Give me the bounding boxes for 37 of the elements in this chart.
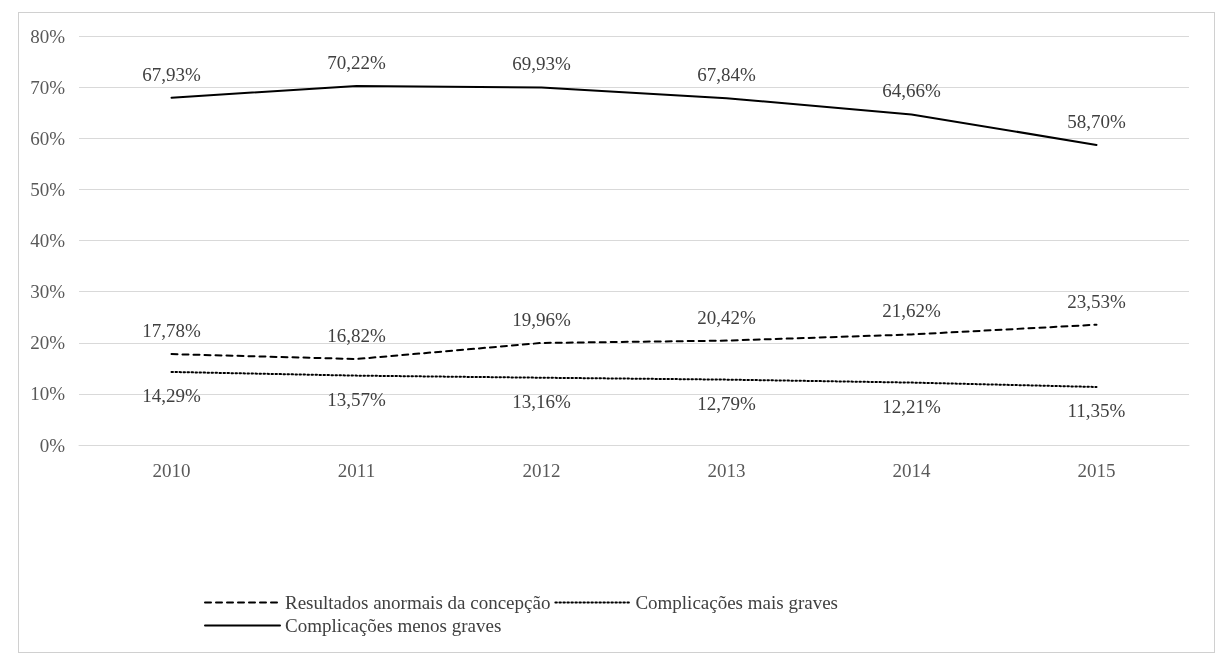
data-label: 12,21%	[882, 395, 941, 417]
data-label: 14,29%	[142, 384, 201, 406]
data-label: 70,22%	[327, 52, 386, 73]
y-tick-label: 50%	[30, 178, 66, 200]
x-tick-label: 2013	[707, 460, 746, 481]
x-tick-label: 2015	[1077, 460, 1116, 481]
data-label: 12,79%	[697, 392, 756, 414]
x-tick-label: 2010	[152, 460, 191, 481]
x-tick-label: 2011	[337, 460, 376, 481]
y-tick-label: 60%	[30, 127, 66, 149]
data-label: 16,82%	[327, 325, 386, 347]
y-tick-label: 30%	[30, 281, 66, 303]
y-tick-label: 70%	[30, 76, 66, 98]
data-label: 67,84%	[697, 64, 756, 86]
legend-label: Resultados anormais da concepção	[285, 592, 551, 613]
data-label: 23,53%	[1067, 290, 1126, 312]
legend-label: Complicações mais graves	[635, 592, 838, 613]
y-tick-label: 0%	[39, 434, 66, 456]
data-label: 19,96%	[512, 308, 571, 330]
x-tick-label: 2014	[892, 460, 931, 481]
data-label: 20,42%	[697, 306, 756, 328]
data-label: 13,57%	[327, 388, 386, 410]
data-label: 58,70%	[1067, 110, 1126, 132]
y-tick-label: 10%	[30, 383, 66, 405]
x-tick-label: 2012	[522, 460, 561, 481]
data-label: 11,35%	[1067, 399, 1126, 421]
data-label: 64,66%	[882, 80, 941, 102]
y-tick-label: 40%	[30, 230, 66, 251]
data-label: 17,78%	[142, 320, 201, 342]
line-series	[170, 370, 1098, 388]
data-label: 69,93%	[512, 53, 571, 75]
data-label: 67,93%	[142, 63, 201, 85]
y-tick-label: 20%	[30, 332, 66, 354]
y-tick-label: 80%	[30, 25, 66, 47]
data-label: 21,62%	[882, 300, 941, 322]
data-label: 13,16%	[512, 390, 571, 412]
legend-label: Complicações menos graves	[285, 615, 502, 636]
